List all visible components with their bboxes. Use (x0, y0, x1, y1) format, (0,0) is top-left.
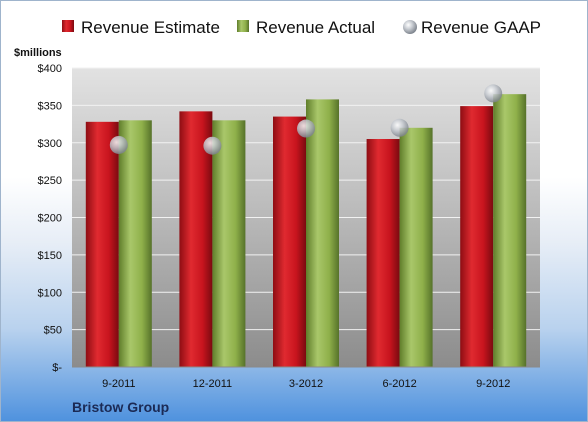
company-name: Bristow Group (72, 399, 169, 415)
x-category-label: 3-2012 (289, 378, 323, 390)
y-tick-label: $150 (38, 250, 62, 262)
legend-swatch-revenue-estimate (62, 20, 74, 32)
unit-label: $millions (14, 47, 62, 59)
y-tick-label: $- (52, 362, 62, 374)
y-tick-label: $200 (38, 213, 62, 225)
marker-revenue-gaap (484, 84, 503, 103)
bar-revenue-actual (306, 99, 339, 368)
y-tick-label: $250 (38, 175, 62, 187)
bar-revenue-actual (399, 127, 433, 367)
bar-revenue-estimate (366, 139, 400, 367)
bar-revenue-estimate (460, 106, 494, 367)
y-tick-label: $50 (44, 325, 62, 337)
y-tick-label: $100 (38, 287, 62, 299)
bar-revenue-estimate (85, 121, 119, 367)
bar-revenue-actual (118, 120, 152, 367)
legend-label-revenue-estimate: Revenue Estimate (81, 18, 220, 37)
y-axis-ticks: $- $50 $100 $150 $200 $250 $300 $350 $400 (38, 63, 63, 374)
marker-revenue-gaap (109, 135, 128, 154)
bar-revenue-estimate (179, 111, 213, 367)
bar-revenue-estimate (273, 116, 306, 368)
bar-revenue-actual (212, 120, 246, 367)
y-tick-label: $400 (38, 63, 62, 75)
gaap-markers (109, 84, 503, 155)
marker-revenue-gaap (390, 118, 409, 137)
legend-label-revenue-actual: Revenue Actual (256, 18, 375, 37)
x-axis-categories: 9-2011 12-2011 3-2012 6-2012 9-2012 (102, 378, 510, 390)
x-category-label: 12-2011 (193, 378, 233, 390)
y-tick-label: $300 (38, 138, 62, 150)
legend-marker-revenue-gaap (403, 20, 417, 34)
y-tick-label: $350 (38, 100, 62, 112)
legend: Revenue Estimate Revenue Actual Revenue … (62, 18, 541, 37)
x-category-label: 9-2011 (102, 378, 135, 390)
x-category-label: 6-2012 (382, 378, 416, 390)
legend-label-revenue-gaap: Revenue GAAP (421, 18, 541, 37)
bar-revenue-actual (493, 94, 527, 367)
bar-series (85, 94, 527, 368)
legend-swatch-revenue-actual (237, 20, 249, 32)
marker-revenue-gaap (203, 136, 222, 155)
marker-revenue-gaap (297, 119, 315, 138)
x-category-label: 9-2012 (476, 378, 510, 390)
